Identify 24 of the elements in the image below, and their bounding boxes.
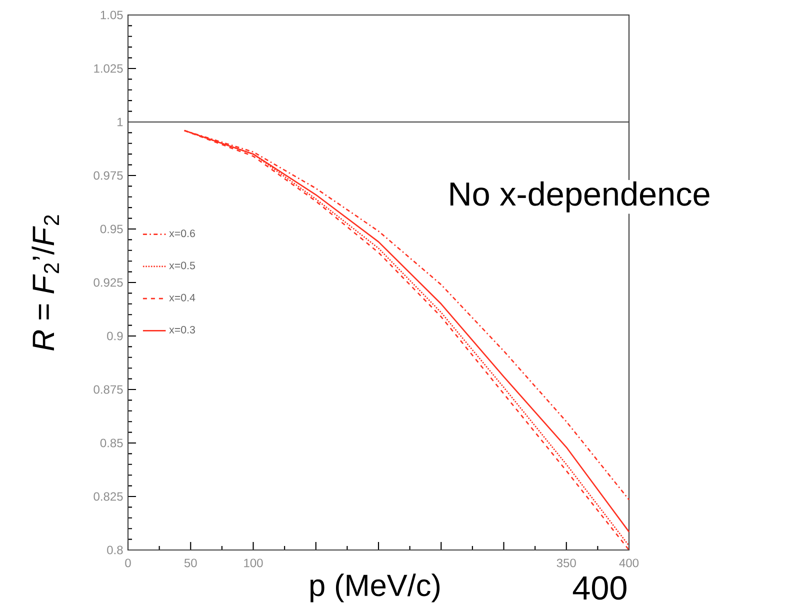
y-tick-label: 1.05 [100,10,123,20]
legend-label: x=0.3 [169,326,195,334]
annotation: No x-dependence [450,181,710,212]
y-tick-label: 0.95 [100,224,123,234]
y-tick-label: 0.825 [94,492,123,501]
y-tick-label: 0.925 [94,278,123,287]
y-tick-label: 0.8 [107,546,123,554]
y-tick-label: 0.875 [94,385,123,394]
y-tick-label: 0.85 [100,438,123,448]
legend-label: x=0.6 [169,230,195,238]
y-axis-title: R = F$_{2}$’/F$_{2}$ [32,215,59,351]
y-tick-label: 0.9 [107,332,123,340]
text: 400 [572,576,626,600]
legend-label: x=0.4 [169,294,196,302]
y-tick-label: 0.975 [94,171,123,180]
x-axis-title: p (MeV/c) [310,574,440,602]
y-tick-label: 1 [118,118,123,126]
x-tick-label: 400 [619,558,639,568]
x-tick-label: 0 [125,558,131,568]
legend-label: x=0.5 [169,262,195,270]
x-tick-label: 100 [244,558,263,568]
x-tick-label: 350 [556,558,576,568]
x-tick-label: 50 [184,558,197,568]
y-tick-label: 1.025 [94,64,123,73]
